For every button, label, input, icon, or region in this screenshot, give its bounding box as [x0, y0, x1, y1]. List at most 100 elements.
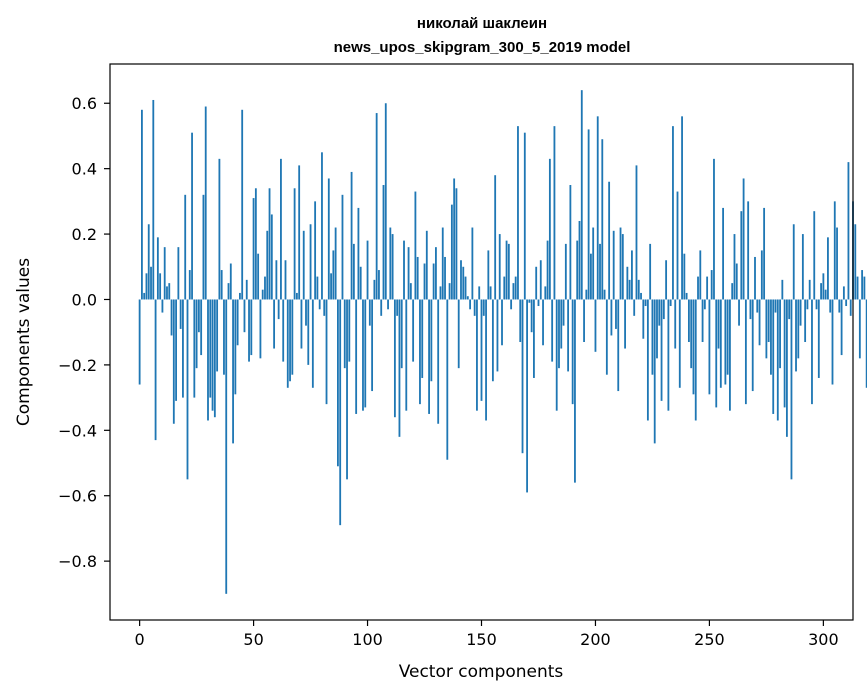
bar-265 [742, 178, 745, 300]
bar-217 [633, 299, 636, 316]
bar-297 [815, 299, 818, 310]
bar-166 [517, 126, 519, 300]
bar-178 [544, 286, 547, 300]
bar-286 [790, 299, 793, 480]
bar-282 [781, 279, 784, 300]
bar-104 [375, 113, 378, 300]
bar-131 [437, 299, 440, 424]
bar-40 [229, 263, 232, 300]
bar-149 [478, 286, 481, 300]
bar-288 [795, 299, 797, 372]
bar-64 [284, 260, 287, 300]
bar-268 [749, 299, 752, 320]
bar-284 [785, 299, 788, 437]
bar-42 [234, 299, 237, 395]
bar-273 [760, 250, 763, 300]
bar-269 [751, 299, 754, 392]
bar-232 [667, 299, 670, 411]
bar-138 [453, 178, 456, 300]
bar-171 [528, 299, 531, 303]
bar-218 [635, 165, 638, 300]
bar-5 [150, 266, 152, 300]
bar-307 [838, 299, 841, 313]
bar-78 [316, 276, 319, 300]
bar-31 [209, 299, 212, 398]
bar-220 [640, 292, 642, 300]
bar-243 [692, 299, 695, 395]
bar-99 [364, 299, 367, 408]
bar-6 [152, 99, 155, 300]
bar-285 [788, 299, 791, 320]
bar-26 [197, 299, 200, 333]
bar-19 [182, 299, 184, 398]
bar-98 [362, 299, 364, 411]
bar-34 [216, 299, 219, 372]
bar-302 [827, 237, 829, 300]
bar-250 [708, 299, 711, 395]
bar-160 [503, 276, 506, 300]
bar-28 [202, 194, 205, 300]
bar-89 [341, 194, 344, 300]
bar-223 [646, 299, 649, 421]
bar-63 [282, 299, 285, 362]
bar-278 [772, 299, 775, 414]
x-tick-label-300: 300 [808, 630, 839, 649]
y-tick-label-6: 0.4 [72, 160, 97, 179]
bar-281 [779, 299, 781, 369]
bar-314 [854, 224, 857, 300]
bar-219 [637, 279, 640, 300]
bar-204 [603, 289, 606, 300]
bar-195 [583, 299, 585, 342]
bar-117 [405, 299, 408, 411]
bar-158 [498, 234, 501, 300]
bar-139 [455, 188, 458, 300]
bar-86 [334, 227, 337, 300]
bar-165 [514, 276, 517, 300]
bar-97 [359, 266, 362, 300]
bar-22 [188, 270, 191, 300]
bar-319 [865, 299, 867, 388]
bar-23 [191, 132, 193, 300]
bar-148 [476, 299, 478, 411]
bar-77 [314, 201, 317, 300]
bar-159 [501, 299, 503, 346]
bar-230 [662, 299, 665, 320]
bar-206 [608, 181, 611, 300]
bar-236 [676, 191, 679, 300]
bar-201 [596, 116, 599, 300]
y-tick-label-1: −0.6 [58, 487, 97, 506]
x-tick-label-250: 250 [694, 630, 725, 649]
bar-21 [186, 299, 189, 480]
x-tick-label-200: 200 [580, 630, 611, 649]
bar-185 [560, 299, 563, 349]
y-axis-label: Components values [14, 258, 34, 426]
bar-198 [589, 253, 592, 300]
bar-129 [432, 263, 435, 300]
bar-179 [546, 240, 549, 300]
bar-153 [487, 250, 490, 300]
bar-301 [824, 289, 827, 300]
y-tick-label-4: 0.0 [72, 290, 97, 309]
bar-2 [143, 292, 146, 300]
bar-119 [409, 283, 412, 300]
bar-144 [466, 296, 469, 300]
bar-113 [396, 299, 399, 316]
bar-47 [245, 279, 248, 300]
bar-164 [512, 283, 515, 300]
y-tick-label-0: −0.8 [58, 552, 97, 571]
bar-276 [767, 299, 770, 342]
bar-137 [450, 204, 453, 300]
bar-102 [371, 299, 374, 392]
bar-262 [735, 263, 738, 300]
bar-56 [266, 230, 269, 300]
bar-202 [599, 243, 601, 300]
bar-316 [858, 299, 861, 359]
bar-120 [412, 299, 415, 362]
bar-257 [724, 299, 727, 385]
bar-317 [861, 270, 864, 300]
bar-29 [204, 106, 207, 300]
bar-100 [366, 240, 369, 300]
bar-192 [576, 240, 579, 300]
bar-173 [533, 299, 535, 378]
bar-248 [703, 299, 706, 310]
